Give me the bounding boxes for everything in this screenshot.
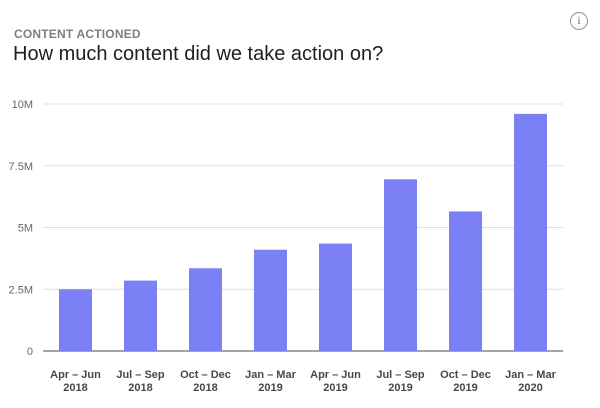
- x-tick-label-year: 2019: [453, 382, 477, 394]
- bar: [254, 249, 287, 351]
- x-tick-label-year: 2019: [323, 382, 347, 394]
- x-tick-label-year: 2018: [128, 382, 152, 394]
- y-tick-label: 0: [27, 346, 33, 358]
- x-tick-label-year: 2019: [388, 382, 412, 394]
- eyebrow-label: CONTENT ACTIONED: [14, 27, 141, 41]
- x-tick-label: Jan – Mar: [245, 369, 296, 381]
- bar: [449, 211, 482, 351]
- x-tick-label: Oct – Dec: [440, 369, 491, 381]
- x-tick-label-year: 2020: [518, 382, 542, 394]
- x-tick-label-year: 2018: [63, 382, 87, 394]
- x-tick-label: Jul – Sep: [116, 369, 165, 381]
- bar: [59, 289, 92, 351]
- chart-title: How much content did we take action on?: [13, 43, 384, 65]
- x-tick-label-year: 2018: [193, 382, 217, 394]
- y-tick-label: 5M: [18, 223, 33, 235]
- x-tick-label: Apr – Jun: [50, 369, 101, 381]
- y-tick-label: 2.5M: [9, 284, 33, 296]
- bar: [319, 243, 352, 351]
- info-icon[interactable]: i: [570, 12, 588, 30]
- bar: [514, 113, 547, 351]
- bar: [189, 268, 222, 351]
- y-tick-label: 7.5M: [9, 161, 33, 173]
- x-tick-label-year: 2019: [258, 382, 282, 394]
- x-tick-label: Apr – Jun: [310, 369, 361, 381]
- bar: [384, 179, 417, 351]
- x-tick-label: Jan – Mar: [505, 369, 556, 381]
- x-tick-label: Oct – Dec: [180, 369, 231, 381]
- bar: [124, 280, 157, 351]
- x-tick-label: Jul – Sep: [376, 369, 425, 381]
- y-tick-label: 10M: [12, 99, 33, 111]
